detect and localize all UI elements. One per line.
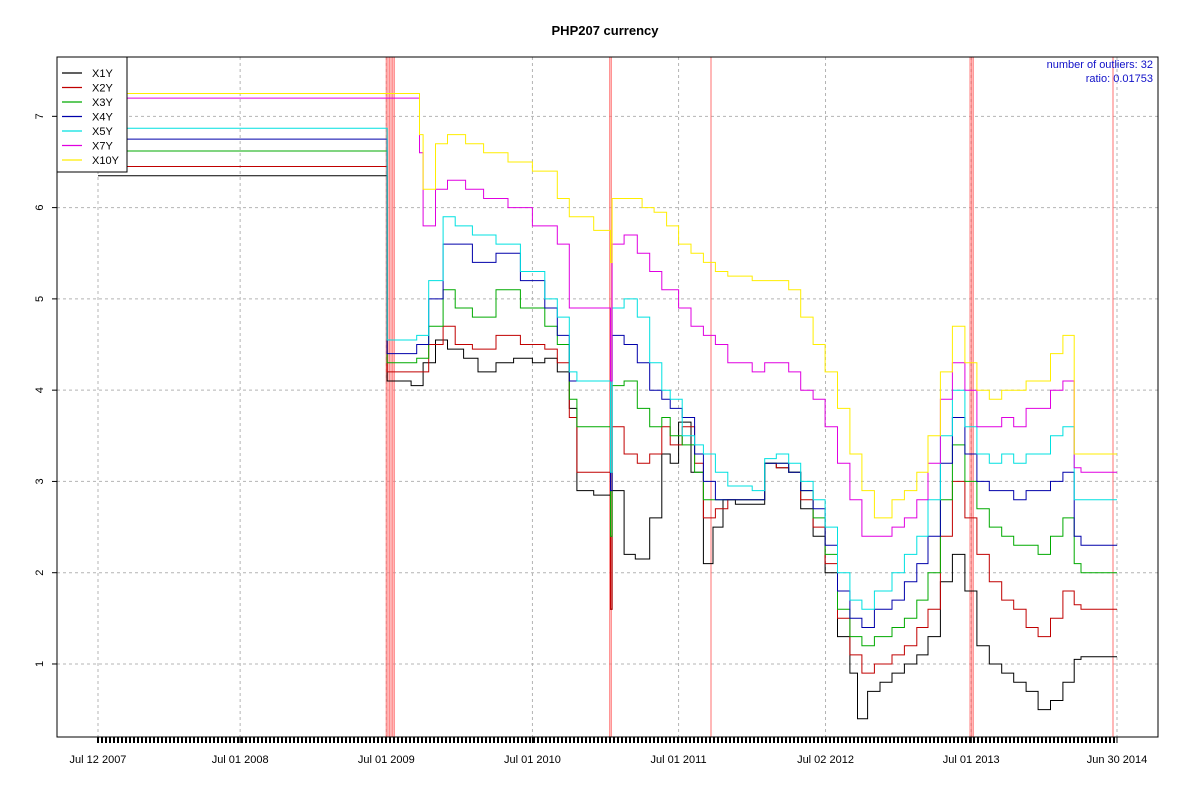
legend-label-X1Y: X1Y (92, 68, 113, 80)
y-tick-label-1: 2 (34, 570, 46, 576)
legend: X1Y X2Y X3Y X4Y X5Y X7Y X10Y (56, 56, 128, 173)
chart-title: PHP207 currency (552, 23, 660, 38)
y-tick-label-5: 6 (34, 205, 46, 211)
y-tick-label-4: 5 (34, 296, 46, 302)
y-tick-label-0: 1 (34, 661, 46, 667)
legend-label-X3Y: X3Y (92, 97, 113, 109)
plot-frame (56, 56, 1159, 738)
legend-box (56, 56, 128, 173)
y-tick-label-2: 3 (34, 478, 46, 484)
y-tick-label-3: 4 (34, 387, 46, 393)
x-tick-label-4: Jul 01 2011 (651, 754, 707, 766)
series-line-X10Y (98, 93, 1117, 519)
x-tick-label-5: Jul 02 2012 (797, 754, 854, 766)
x-tick-label-6: Jul 01 2013 (943, 754, 1000, 766)
series-line-X7Y (98, 97, 1117, 537)
legend-label-X10Y: X10Y (92, 155, 120, 167)
series-line-X5Y (98, 127, 1117, 610)
y-axis: 1 2 3 4 5 6 7 (34, 113, 57, 667)
x-tick-label-3: Jul 01 2010 (504, 754, 561, 766)
x-tick-label-7: Jun 30 2014 (1087, 754, 1148, 766)
outlier-markers (385, 57, 1114, 737)
series-lines (98, 93, 1117, 720)
x-tick-label-0: Jul 12 2007 (70, 754, 127, 766)
y-tick-label-6: 7 (34, 113, 46, 119)
legend-label-X7Y: X7Y (92, 141, 113, 153)
legend-label-X4Y: X4Y (92, 112, 113, 124)
x-tick-label-2: Jul 01 2009 (358, 754, 415, 766)
legend-label-X5Y: X5Y (92, 126, 113, 138)
series-line-X1Y (98, 175, 1117, 720)
x-tick-label-1: Jul 01 2008 (212, 754, 269, 766)
outliers-count-label: number of outliers: 32 (1047, 59, 1153, 71)
outliers-ratio-label: ratio: 0.01753 (1086, 73, 1153, 85)
legend-label-X2Y: X2Y (92, 83, 113, 95)
x-axis: Jul 12 2007 Jul 01 2008 Jul 01 2009 Jul 01 … (70, 737, 1148, 766)
